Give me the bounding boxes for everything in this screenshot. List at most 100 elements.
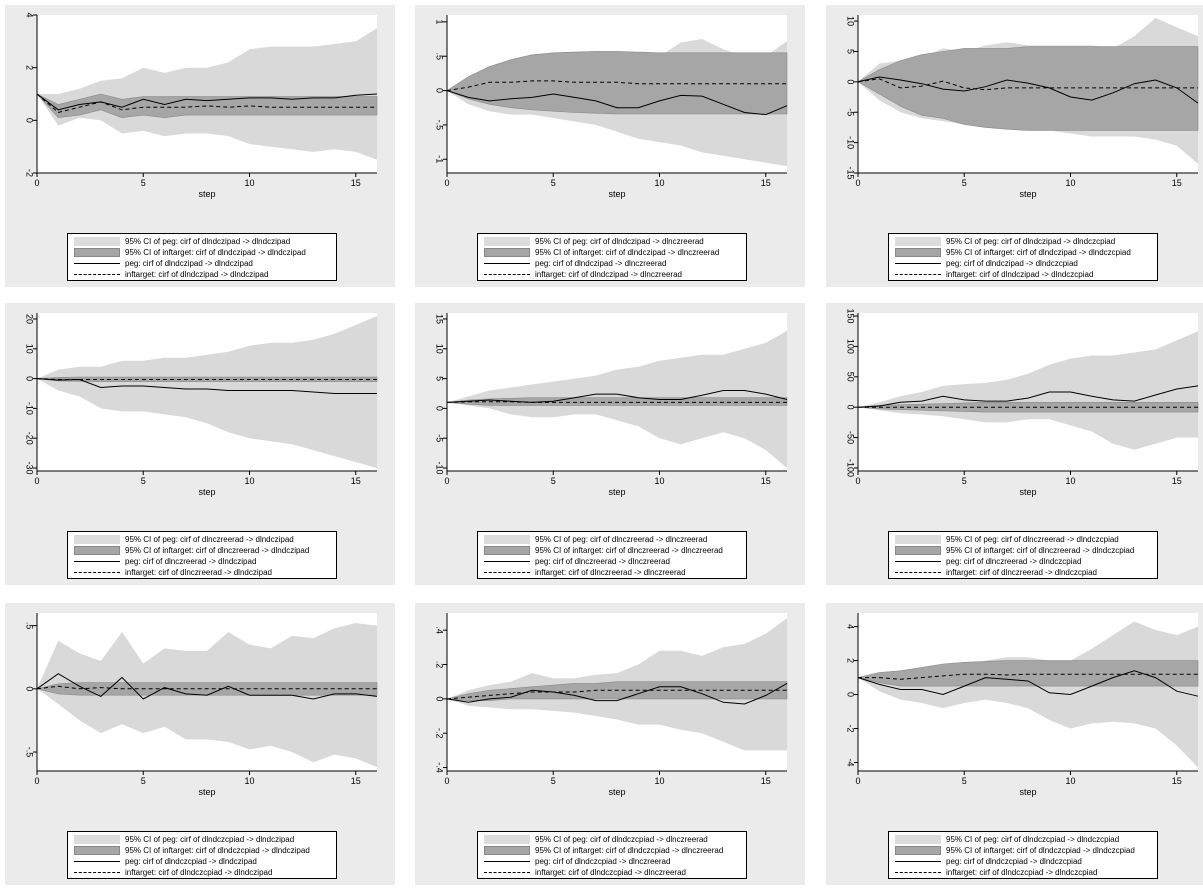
x-tick-label: 15 — [1172, 178, 1182, 188]
legend-entry: 95% CI of inftarget: cirf of dlndczipad … — [74, 247, 330, 258]
legend-swatch-ci-inftarget — [895, 546, 941, 555]
legend-swatch-peg — [895, 561, 941, 562]
legend-label: 95% CI of peg: cirf of dlndczipad -> dln… — [125, 236, 291, 246]
irf-panel-3: 0 5 10 15 -15 -10 -5 0 5 10 step 95% CI of peg: cir… — [826, 5, 1203, 287]
legend-label: peg: cirf of dlnczreerad -> dlndczcpiad — [946, 556, 1082, 566]
y-tick-label: -2 — [846, 725, 856, 733]
y-tick-label: -1 — [435, 155, 445, 163]
x-tick-label: 0 — [444, 476, 449, 486]
x-tick-label: 5 — [962, 178, 967, 188]
y-tick-label: -20 — [25, 432, 35, 445]
y-tick-label: 150 — [846, 309, 856, 324]
x-tick-label: 0 — [34, 476, 39, 486]
legend-label: peg: cirf of dlnczreerad -> dlndczipad — [125, 556, 257, 566]
legend-swatch-ci-inftarget — [74, 846, 120, 855]
legend-label: inftarget: cirf of dlnczreerad -> dlndcz… — [125, 567, 272, 577]
y-tick-label: 0 — [846, 692, 856, 697]
y-tick-label: 4 — [846, 624, 856, 629]
x-tick-label: 5 — [962, 476, 967, 486]
series-line-inftarget — [857, 78, 1198, 91]
legend-label: 95% CI of inftarget: cirf of dlndczcpiad… — [946, 845, 1135, 855]
series-line-peg — [857, 670, 1199, 697]
legend-entry: 95% CI of inftarget: cirf of dlnczreerad… — [895, 545, 1151, 556]
y-tick-label: 10 — [846, 16, 856, 26]
legend: 95% CI of peg: cirf of dlnczreerad -> dl… — [67, 531, 337, 579]
irf-panel-9: 0 5 10 15 -4 -2 0 2 4 step 95% CI of peg: cirf of … — [826, 603, 1203, 885]
series-line-inftarget — [446, 401, 787, 403]
x-tick-label: 5 — [141, 476, 146, 486]
y-tick-label: -.5 — [25, 747, 35, 758]
irf-plot-svg: 0 5 10 15 -10 -5 0 5 10 15 step — [415, 303, 805, 585]
legend-label: 95% CI of peg: cirf of dlndczcpiad -> dl… — [946, 834, 1120, 844]
series-line-inftarget — [446, 689, 787, 700]
y-tick-label: -2 — [25, 169, 35, 177]
series-line-peg — [36, 378, 377, 394]
legend-entry: 95% CI of inftarget: cirf of dlndczipad … — [895, 247, 1151, 258]
y-tick-label: 10 — [435, 344, 445, 354]
ci-band-peg — [858, 331, 1198, 450]
legend-swatch-inftarget — [484, 274, 530, 275]
legend-swatch-ci-peg — [484, 535, 530, 544]
legend: 95% CI of peg: cirf of dlndczcpiad -> dl… — [477, 831, 747, 879]
x-axis-label: step — [608, 787, 625, 797]
y-tick-label: 10 — [25, 344, 35, 354]
y-tick-label: 0 — [25, 118, 35, 123]
y-tick-label: 2 — [846, 658, 856, 663]
y-tick-label: 0 — [846, 79, 856, 84]
legend-entry: inftarget: cirf of dlndczcpiad -> dlndcz… — [895, 867, 1151, 878]
legend-swatch-peg — [74, 861, 120, 862]
legend-entry: peg: cirf of dlndczipad -> dlndczcpiad — [895, 258, 1151, 269]
legend-swatch-peg — [484, 561, 530, 562]
x-axis-label: step — [198, 487, 215, 497]
ci-band-inftarget — [446, 681, 788, 701]
irf-panel-4: 0 5 10 15 -30 -20 -10 0 10 20 step 95% CI of peg: c… — [5, 303, 395, 585]
legend: 95% CI of peg: cirf of dlnczreerad -> dl… — [477, 531, 747, 579]
legend-label: inftarget: cirf of dlndczcpiad -> dlndcz… — [946, 867, 1098, 877]
x-tick-label: 10 — [244, 476, 254, 486]
legend-entry: peg: cirf of dlnczreerad -> dlnczreerad — [484, 556, 740, 567]
legend-label: inftarget: cirf of dlndczipad -> dlndczi… — [125, 269, 269, 279]
legend-entry: peg: cirf of dlndczcpiad -> dlndczipad — [74, 856, 330, 867]
legend-label: 95% CI of inftarget: cirf of dlnczreerad… — [535, 545, 723, 555]
y-tick-label: -30 — [25, 462, 35, 475]
y-tick-label: 15 — [435, 314, 445, 324]
legend-label: peg: cirf of dlnczreerad -> dlnczreerad — [535, 556, 670, 566]
legend-label: inftarget: cirf of dlnczreerad -> dlnczr… — [535, 567, 686, 577]
y-tick-label: 2 — [25, 65, 35, 70]
legend-swatch-ci-inftarget — [484, 546, 530, 555]
legend-swatch-ci-peg — [74, 237, 120, 246]
legend-swatch-ci-inftarget — [484, 846, 530, 855]
series-line-peg — [446, 390, 788, 403]
x-axis-label: step — [1019, 487, 1036, 497]
legend-swatch-inftarget — [74, 572, 120, 573]
legend-swatch-peg — [74, 561, 120, 562]
irf-panel-2: 0 5 10 15 -1 -.5 0 .5 1 step 95% CI of peg: cirf o… — [415, 5, 805, 287]
y-tick-label: 5 — [846, 49, 856, 54]
ci-band-inftarget — [36, 93, 378, 119]
legend-label: 95% CI of peg: cirf of dlnczreerad -> dl… — [125, 534, 294, 544]
x-tick-label: 5 — [962, 776, 967, 786]
y-tick-label: 50 — [846, 372, 856, 382]
legend-label: 95% CI of inftarget: cirf of dlndczipad … — [125, 247, 306, 257]
legend-label: 95% CI of peg: cirf of dlnczreerad -> dl… — [946, 534, 1119, 544]
legend-entry: peg: cirf of dlndczcpiad -> dlnczreerad — [484, 856, 740, 867]
x-tick-label: 5 — [141, 776, 146, 786]
legend-label: peg: cirf of dlndczipad -> dlndczipad — [125, 258, 253, 268]
y-tick-label: 5 — [435, 376, 445, 381]
x-axis-label: step — [198, 189, 215, 199]
legend-entry: 95% CI of peg: cirf of dlndczcpiad -> dl… — [484, 834, 740, 845]
legend-entry: inftarget: cirf of dlndczipad -> dlndczc… — [895, 269, 1151, 280]
y-tick-label: -.2 — [435, 728, 445, 739]
legend-label: 95% CI of inftarget: cirf of dlndczipad … — [535, 247, 720, 257]
x-tick-label: 15 — [761, 476, 771, 486]
x-tick-label: 0 — [444, 776, 449, 786]
x-tick-label: 10 — [244, 178, 254, 188]
legend-label: 95% CI of peg: cirf of dlndczipad -> dln… — [946, 236, 1116, 246]
legend-entry: peg: cirf of dlndczipad -> dlnczreerad — [484, 258, 740, 269]
x-tick-label: 15 — [351, 476, 361, 486]
x-tick-label: 5 — [551, 476, 556, 486]
x-tick-label: 0 — [34, 776, 39, 786]
y-tick-label: 0 — [846, 405, 856, 410]
x-tick-label: 15 — [1172, 476, 1182, 486]
